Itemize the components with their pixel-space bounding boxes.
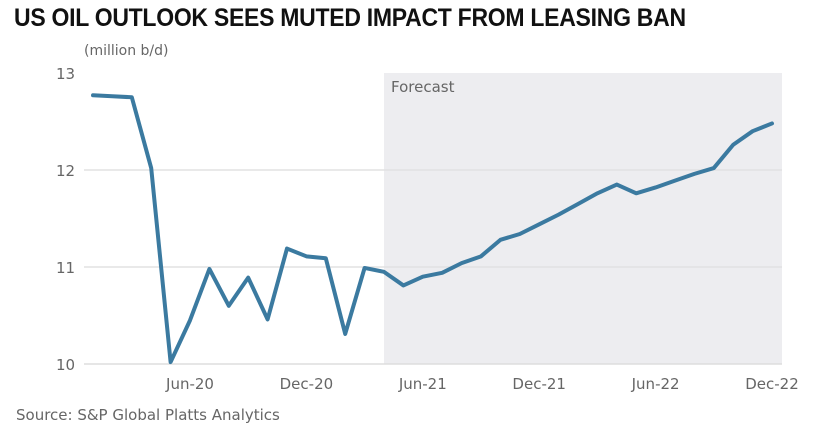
production-line: [91, 93, 774, 365]
y-tick-label: 10: [56, 356, 75, 374]
y-tick-label: 12: [56, 162, 75, 180]
forecast-label: Forecast: [391, 78, 455, 96]
y-tick-label: 11: [56, 259, 75, 277]
forecast-region: [384, 73, 782, 364]
y-tick-label: 13: [56, 65, 75, 83]
y-axis-unit-label: (million b/d): [84, 43, 169, 59]
chart-title: US OIL OUTLOOK SEES MUTED IMPACT FROM LE…: [14, 4, 686, 32]
source-note: Source: S&P Global Platts Analytics: [16, 406, 280, 424]
x-tick-label: Jun-22: [631, 375, 680, 393]
x-tick-label: Dec-22: [745, 375, 799, 393]
x-tick-label: Dec-20: [280, 375, 334, 393]
x-tick-label: Jun-21: [398, 375, 447, 393]
x-tick-label: Dec-21: [512, 375, 566, 393]
x-tick-label: Jun-20: [165, 375, 214, 393]
